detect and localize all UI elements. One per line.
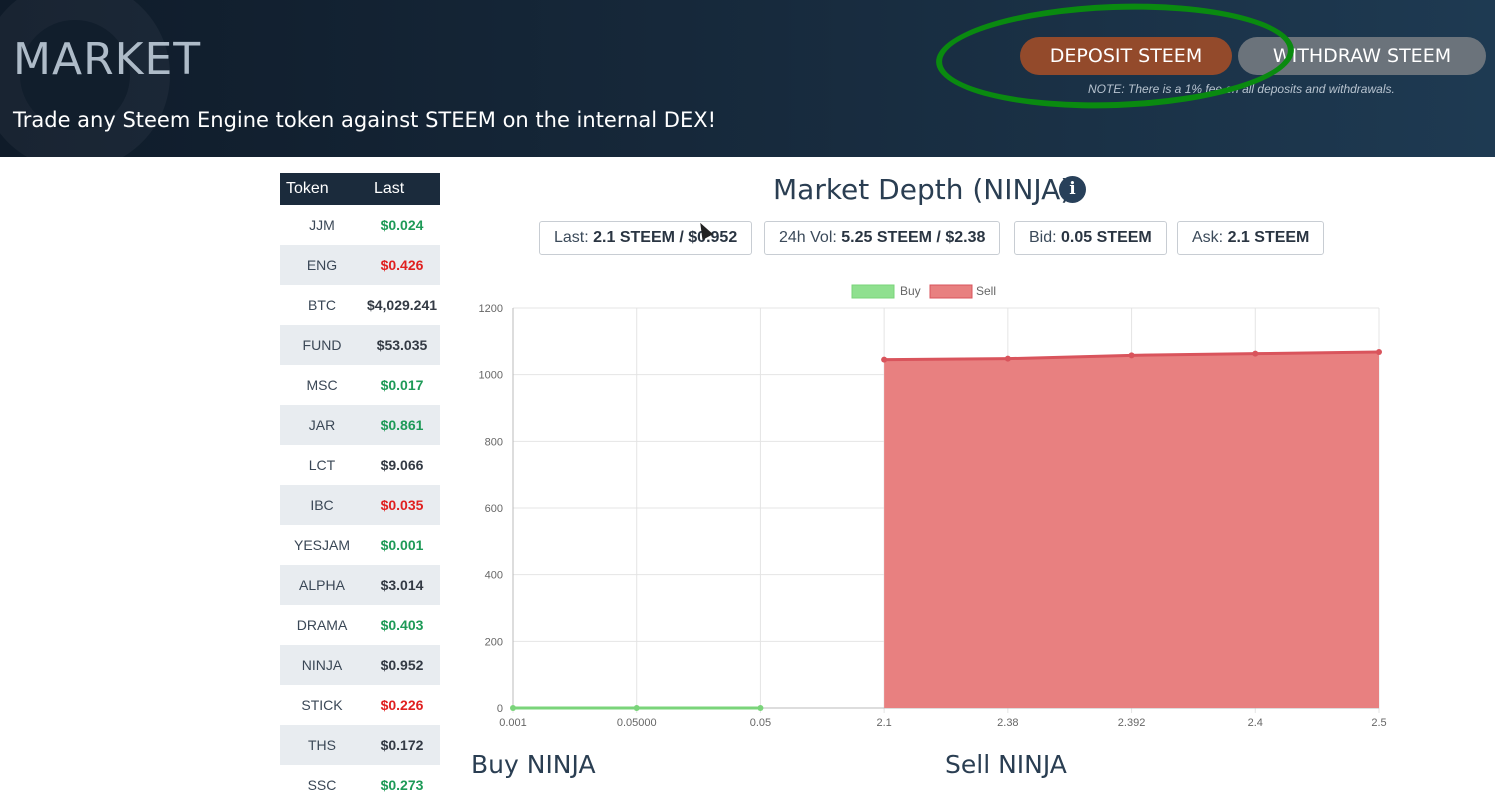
- y-tick-label: 200: [485, 636, 503, 648]
- fee-note: NOTE: There is a 1% fee on all deposits …: [1088, 82, 1395, 96]
- token-row[interactable]: MSC $0.017: [280, 365, 440, 405]
- token-last-price: $0.024: [380, 217, 424, 233]
- sell-data-point: [1376, 349, 1382, 355]
- sell-data-point: [1252, 350, 1259, 357]
- token-row[interactable]: JAR $0.861: [280, 405, 440, 445]
- token-row[interactable]: SSC $0.273: [280, 765, 440, 805]
- x-tick-label: 2.5: [1371, 717, 1386, 729]
- y-tick-label: 600: [485, 503, 503, 515]
- token-symbol: SSC: [307, 777, 337, 793]
- gear-background-icon: [0, 0, 170, 157]
- token-row[interactable]: JJM $0.024: [280, 205, 440, 245]
- volume-stat: 24h Vol: 5.25 STEEM / $2.38: [764, 221, 1001, 255]
- page-subtitle: Trade any Steem Engine token against STE…: [13, 108, 717, 132]
- token-last-price: $0.035: [380, 497, 424, 513]
- token-row[interactable]: DRAMA $0.403: [280, 605, 440, 645]
- legend-sell-swatch: [929, 284, 973, 299]
- last-column-header: Last: [374, 180, 405, 197]
- sell-data-point: [881, 356, 888, 363]
- token-symbol: IBC: [310, 497, 334, 513]
- x-tick-label: 0.05: [750, 717, 771, 729]
- token-last-price: $0.861: [380, 417, 424, 433]
- token-symbol: FUND: [302, 337, 342, 353]
- token-row[interactable]: FUND $53.035: [280, 325, 440, 365]
- info-icon[interactable]: i: [1059, 176, 1086, 203]
- token-last-price: $0.952: [380, 657, 424, 673]
- last-price-stat: Last: 2.1 STEEM / $0.952: [539, 221, 753, 255]
- token-table: Token Last JJM $0.024 ENG $0.426 BTC $4,029.2…: [280, 173, 440, 805]
- x-tick-label: 2.38: [997, 717, 1018, 729]
- buy-data-point: [757, 705, 764, 711]
- market-depth-chart: 0 200 400 600 800 1000 1200 0.001 0.05000 0.05 2.1…: [479, 284, 1387, 729]
- legend-buy-label: Buy: [900, 284, 921, 298]
- token-symbol: JAR: [308, 417, 336, 433]
- legend-sell-label: Sell: [976, 284, 996, 298]
- token-symbol: NINJA: [301, 657, 343, 673]
- sell-area: [884, 352, 1379, 708]
- token-symbol: STICK: [301, 697, 343, 713]
- y-tick-label: 800: [485, 436, 503, 448]
- y-tick-label: 0: [497, 703, 503, 715]
- token-last-price: $4,029.241: [366, 297, 438, 313]
- token-symbol: DRAMA: [296, 617, 348, 633]
- market-header: MARKET Trade any Steem Engine token agai…: [0, 0, 1495, 157]
- legend-buy-swatch: [851, 284, 895, 299]
- x-tick-label: 0.001: [499, 717, 527, 729]
- page-title: MARKET: [13, 34, 202, 85]
- token-symbol: BTC: [308, 297, 336, 313]
- sell-data-point: [1004, 355, 1011, 362]
- sell-section-title: Sell NINJA: [945, 750, 1067, 779]
- token-last-price: $0.403: [380, 617, 424, 633]
- sell-data-point: [1128, 352, 1135, 359]
- token-symbol: LCT: [308, 457, 336, 473]
- ask-stat: Ask: 2.1 STEEM: [1177, 221, 1325, 255]
- token-symbol: YESJAM: [293, 537, 350, 553]
- deposit-steem-button[interactable]: DEPOSIT STEEM: [1020, 37, 1232, 75]
- token-last-price: $3.014: [380, 577, 424, 593]
- y-tick-label: 1200: [479, 303, 503, 315]
- token-row[interactable]: IBC $0.035: [280, 485, 440, 525]
- y-tick-label: 400: [485, 570, 503, 582]
- token-last-price: $0.017: [380, 377, 424, 393]
- x-tick-label: 2.1: [876, 717, 891, 729]
- y-tick-label: 1000: [479, 370, 503, 382]
- x-tick-label: 0.05000: [617, 717, 657, 729]
- token-symbol: THS: [308, 737, 336, 753]
- market-depth-title: Market Depth (NINJA): [773, 173, 1072, 206]
- token-row[interactable]: ALPHA $3.014: [280, 565, 440, 605]
- token-table-header: Token Last: [280, 173, 440, 205]
- x-tick-label: 2.392: [1118, 717, 1146, 729]
- token-row[interactable]: BTC $4,029.241: [280, 285, 440, 325]
- token-symbol: ENG: [306, 257, 338, 273]
- token-row[interactable]: NINJA $0.952: [280, 645, 440, 685]
- token-symbol: JJM: [309, 217, 335, 233]
- bid-stat: Bid: 0.05 STEEM: [1014, 221, 1167, 255]
- token-last-price: $9.066: [380, 457, 424, 473]
- withdraw-steem-button[interactable]: WITHDRAW STEEM: [1238, 37, 1486, 75]
- token-last-price: $0.426: [380, 257, 424, 273]
- token-symbol: ALPHA: [299, 577, 345, 593]
- token-last-price: $0.001: [380, 537, 424, 553]
- token-row[interactable]: STICK $0.226: [280, 685, 440, 725]
- buy-data-point: [510, 705, 516, 711]
- token-row[interactable]: LCT $9.066: [280, 445, 440, 485]
- token-row[interactable]: YESJAM $0.001: [280, 525, 440, 565]
- token-column-header: Token: [286, 180, 329, 197]
- token-row[interactable]: ENG $0.426: [280, 245, 440, 285]
- token-last-price: $0.226: [380, 697, 424, 713]
- token-row[interactable]: THS $0.172: [280, 725, 440, 765]
- token-last-price: $53.035: [376, 337, 428, 353]
- token-last-price: $0.273: [380, 777, 424, 793]
- buy-data-point: [633, 705, 640, 711]
- token-symbol: MSC: [306, 377, 338, 393]
- token-last-price: $0.172: [380, 737, 424, 753]
- x-tick-label: 2.4: [1248, 717, 1263, 729]
- buy-section-title: Buy NINJA: [471, 750, 596, 779]
